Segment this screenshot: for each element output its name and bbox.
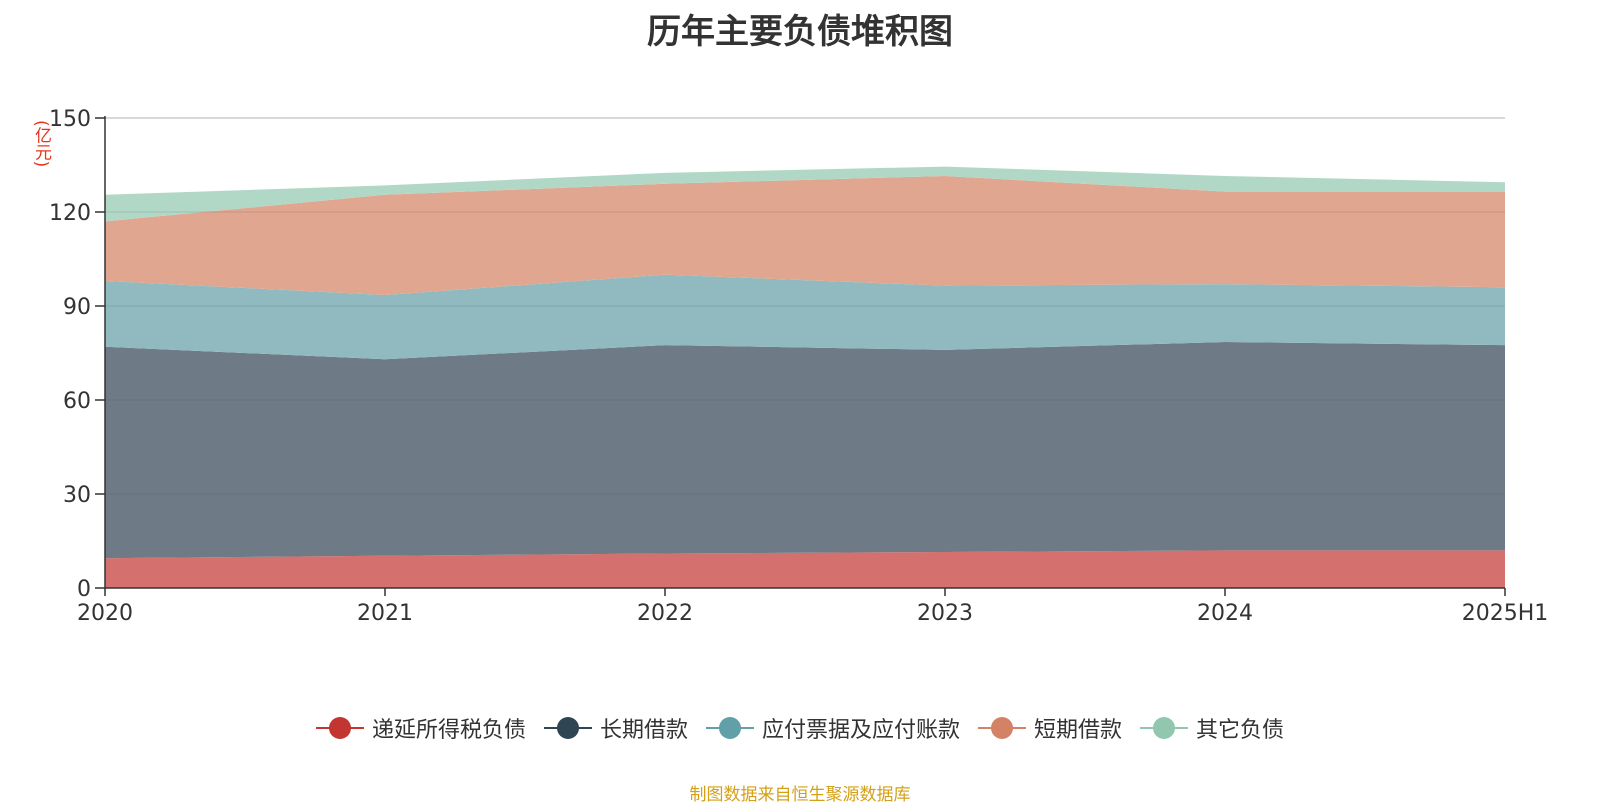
x-tick-label: 2023 [917,601,973,626]
area-series-5 [105,166,1505,222]
legend-label: 应付票据及应付账款 [761,718,960,743]
legend-label: 短期借款 [1034,718,1123,743]
y-tick-label: 120 [49,201,91,226]
legend-label: 长期借款 [599,718,688,743]
legend-marker-icon [315,716,364,740]
y-tick-label: 0 [77,577,91,602]
y-tick-label: 150 [49,107,91,132]
data-source-note: 制图数据来自恒生聚源数据库 [689,785,911,805]
area-series-3 [105,274,1505,360]
legend-label: 递延所得税负债 [371,718,526,743]
y-tick-label: 60 [63,389,91,414]
legend-item-5[interactable]: 其它负债 [1140,712,1284,744]
y-tick-label: 30 [63,483,91,508]
y-tick-label: 90 [63,295,91,320]
x-tick-label: 2022 [637,601,693,626]
area-series [105,166,1505,588]
legend-marker-icon [543,716,592,740]
legend-label: 其它负债 [1196,718,1285,743]
y-axis-unit-label: (亿元) [31,120,51,168]
chart-legend: 递延所得税负债 长期借款 应付票据及应付账款 短期借款 其它负债 [0,712,1600,744]
legend-marker-icon [705,716,754,740]
legend-marker-icon [1140,716,1189,740]
axes: 0 30 60 90 120 150 2020 2021 2022 2023 2024 2025H1 [49,107,1548,626]
chart-title: 历年主要负债堆积图 [647,12,953,52]
legend-item-4[interactable]: 短期借款 [978,712,1122,744]
x-tick-label: 2025H1 [1462,601,1549,626]
legend-marker-icon [978,716,1026,740]
x-tick-label: 2020 [77,601,133,626]
legend-item-2[interactable]: 长期借款 [543,712,688,744]
x-tick-label: 2021 [357,601,413,626]
area-series-2 [105,342,1505,559]
area-series-1 [105,550,1505,588]
area-series-4 [105,175,1505,296]
legend-item-3[interactable]: 应付票据及应付账款 [705,712,960,744]
x-tick-label: 2024 [1197,601,1253,626]
legend-item-1[interactable]: 递延所得税负债 [315,712,526,744]
